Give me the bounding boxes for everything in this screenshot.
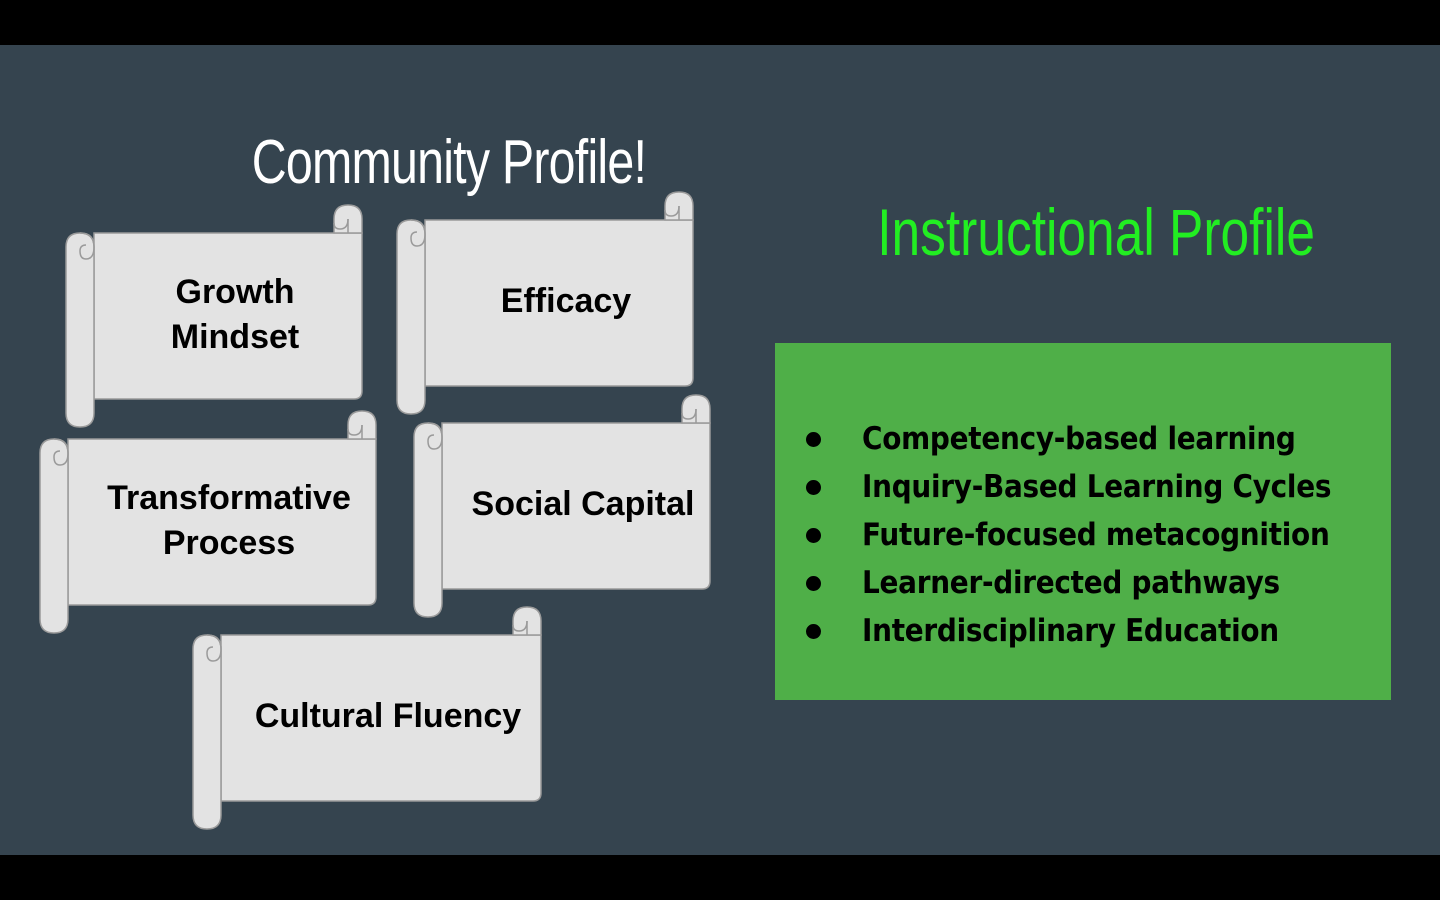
scroll-label-line: Growth (175, 272, 295, 311)
scroll-outline (192, 634, 222, 830)
bullet-icon (806, 432, 821, 447)
bullet-icon (806, 480, 821, 495)
instructional-list: Competency-based learning Inquiry-Based … (775, 415, 1391, 655)
scroll-label-line: Process (162, 523, 296, 562)
scroll-outline (410, 219, 426, 247)
scroll-label: Cultural Fluency (221, 635, 555, 798)
scroll-label-line: Cultural Fluency (254, 697, 522, 735)
instructional-profile-box: Competency-based learning Inquiry-Based … (775, 343, 1391, 700)
scroll-label: Transformative Process (68, 439, 390, 602)
list-item: Future-focused metacognition (775, 511, 1391, 559)
bullet-icon (806, 528, 821, 543)
scroll-label: Efficacy (425, 220, 707, 383)
bullet-icon (806, 624, 821, 639)
list-item: Interdisciplinary Education (775, 607, 1391, 655)
scroll-shape (413, 394, 711, 618)
scroll-growth-mindset: Growth Mindset (65, 204, 376, 428)
scroll-transformative-process: Transformative Process (39, 410, 390, 634)
list-item: Competency-based learning (775, 415, 1391, 463)
list-item: Learner-directed pathways (775, 559, 1391, 607)
list-item-text: Learner-directed pathways (862, 565, 1280, 601)
scroll-label-line: Mindset (170, 317, 300, 356)
instructional-profile-title: Instructional Profile (877, 195, 1315, 269)
scroll-social-capital: Social Capital (413, 394, 724, 618)
scroll-outline (79, 232, 95, 260)
scroll-label: Social Capital (442, 423, 724, 586)
scroll-outline (427, 422, 443, 450)
scroll-shape (65, 204, 363, 428)
scroll-outline (65, 232, 95, 428)
scroll-shape (192, 606, 542, 830)
community-profile-title: Community Profile! (251, 128, 647, 197)
scroll-outline (441, 422, 711, 590)
list-item-text: Interdisciplinary Education (862, 613, 1279, 649)
scroll-label-line: Transformative (107, 478, 351, 517)
list-item: Inquiry-Based Learning Cycles (775, 463, 1391, 511)
scroll-outline (39, 438, 69, 634)
scroll-outline (93, 232, 363, 400)
scroll-outline (67, 438, 377, 606)
list-item-text: Competency-based learning (862, 421, 1296, 457)
scroll-outline (220, 634, 542, 802)
list-item-text: Future-focused metacognition (862, 517, 1330, 553)
scroll-shape (396, 191, 694, 415)
scroll-outline (206, 634, 222, 662)
scroll-label-line: Efficacy (500, 282, 632, 320)
scroll-efficacy: Efficacy (396, 191, 707, 415)
scroll-shape (39, 410, 377, 634)
scroll-label: Growth Mindset (94, 233, 376, 396)
scroll-outline (396, 219, 426, 415)
scroll-outline (424, 219, 694, 387)
scroll-cultural-fluency: Cultural Fluency (192, 606, 555, 830)
slide: Community Profile! Growth Mindset Effica… (0, 45, 1440, 855)
bullet-icon (806, 576, 821, 591)
scroll-label-line: Social Capital (471, 485, 695, 523)
scroll-outline (53, 438, 69, 466)
list-item-text: Inquiry-Based Learning Cycles (862, 469, 1332, 505)
scroll-outline (413, 422, 443, 618)
